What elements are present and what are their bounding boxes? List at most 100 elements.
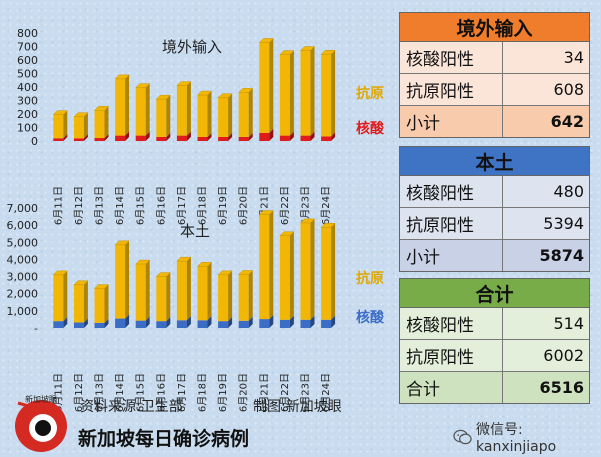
y-tick-label: 500	[17, 68, 38, 81]
x-tick-label: 6月16日	[155, 373, 167, 412]
table-row: 抗原阳性 5394	[400, 208, 589, 240]
bar-antigen-side	[125, 74, 130, 136]
chart2-plot: 7,000 6,000 5,000 4,000 3,000 2,000 1,000 - 6月11…	[7, 202, 336, 412]
x-tick-label: 6月18日	[197, 186, 209, 225]
bar-pcr-side	[207, 132, 212, 141]
bar-pcr	[115, 135, 126, 141]
bar-pcr-side	[63, 134, 68, 141]
bar-antigen	[156, 276, 167, 322]
x-tick-label: 6月19日	[217, 186, 229, 225]
bar-pcr	[156, 321, 167, 328]
bar-pcr	[300, 319, 311, 328]
bar-antigen	[115, 78, 126, 136]
x-tick-label: 6月16日	[155, 186, 167, 225]
brand-logo: 新加坡眼	[15, 394, 67, 452]
bar-pcr-side	[228, 132, 233, 141]
bar-antigen-side	[104, 106, 109, 139]
bar-antigen-side	[331, 223, 336, 320]
table-total: 合计 核酸阳性 514 抗原阳性 6002 合计 6516	[399, 278, 590, 404]
wechat-id: 微信号: kanxinjiapo	[453, 419, 601, 455]
y-tick-label: 300	[17, 95, 38, 108]
bar-antigen	[176, 85, 187, 136]
bar-antigen-side	[207, 262, 212, 321]
bar-antigen	[259, 42, 270, 133]
bar-antigen	[94, 110, 105, 139]
bar-antigen-side	[145, 83, 150, 136]
table-row-subtotal: 小计 642	[400, 106, 589, 137]
bar-pcr-side	[145, 131, 150, 141]
bar-antigen	[156, 99, 167, 137]
bar-antigen	[300, 222, 311, 320]
x-tick-label: 6月17日	[176, 186, 188, 225]
bar-antigen-top	[258, 210, 274, 215]
bar-antigen-side	[83, 112, 88, 139]
bar-antigen-side	[186, 81, 191, 136]
bar-antigen-top	[320, 50, 336, 55]
bar-pcr-side	[125, 131, 130, 141]
bar-antigen-top	[299, 46, 316, 51]
bar-antigen-side	[207, 91, 212, 137]
bar-antigen	[176, 261, 187, 321]
bar-antigen	[197, 266, 208, 321]
row-label: 抗原阳性	[400, 340, 503, 371]
row-value: 608	[553, 80, 584, 99]
bar-pcr	[73, 138, 84, 141]
page-title: 新加坡每日确诊病例	[78, 428, 250, 450]
bar-pcr-side	[186, 131, 191, 141]
bar-antigen-top	[217, 93, 233, 99]
bar-antigen-top	[320, 223, 336, 228]
row-label: 核酸阳性	[400, 42, 503, 73]
row-value: 6516	[539, 378, 584, 397]
bar-pcr-side	[228, 317, 233, 328]
bar-antigen-top	[279, 50, 295, 55]
bar-pcr	[218, 136, 229, 141]
bar-pcr-side	[269, 315, 274, 328]
chart-maker: 制图:新加坡眼	[253, 399, 342, 415]
table-row: 核酸阳性 480	[400, 176, 589, 208]
bar-pcr	[53, 321, 64, 328]
chart2-legend-antigen: 抗原	[356, 270, 384, 287]
bar-pcr	[94, 322, 105, 328]
bar-pcr	[115, 318, 126, 328]
bar-antigen-top	[114, 74, 130, 80]
bar-pcr	[197, 136, 208, 141]
bar-antigen	[259, 214, 270, 320]
y-tick-label: 0	[31, 135, 38, 148]
row-label: 抗原阳性	[400, 74, 503, 105]
bar-antigen-side	[269, 38, 274, 133]
x-tick-label: 6月14日	[114, 373, 126, 412]
bar-antigen-top	[135, 83, 151, 88]
bar-pcr-side	[104, 318, 109, 328]
bar-antigen	[115, 244, 126, 319]
bar-antigen-top	[155, 94, 171, 100]
table-local-header: 本土	[400, 147, 589, 176]
bar-pcr	[259, 132, 270, 141]
bar-antigen-top	[217, 270, 233, 276]
bar-antigen-top	[279, 231, 295, 237]
bar-pcr-side	[207, 316, 212, 328]
bar-pcr-side	[269, 128, 274, 141]
y-tick-label: 5,000	[7, 236, 39, 249]
bar-antigen-side	[186, 257, 191, 321]
bar-antigen-side	[310, 218, 315, 320]
x-tick-label: 6月20日	[238, 186, 250, 225]
bar-antigen-top	[114, 240, 130, 246]
x-tick-label: 6月11日	[52, 186, 64, 225]
x-tick-label: 6月19日	[217, 373, 229, 412]
bar-antigen	[135, 264, 146, 321]
bar-pcr-side	[310, 315, 315, 328]
bar-antigen	[135, 87, 146, 136]
bar-pcr	[156, 136, 167, 141]
bar-pcr-side	[248, 132, 253, 141]
bar-pcr	[279, 135, 290, 141]
y-tick-label: 800	[17, 27, 38, 40]
row-value: 514	[553, 314, 584, 333]
bar-pcr	[135, 135, 146, 141]
x-tick-label: 6月24日	[320, 373, 332, 412]
bar-antigen-top	[258, 38, 274, 43]
bar-antigen-top	[52, 110, 68, 115]
bar-pcr-side	[248, 316, 253, 328]
bar-antigen-side	[104, 284, 109, 323]
bar-antigen-top	[238, 270, 254, 275]
